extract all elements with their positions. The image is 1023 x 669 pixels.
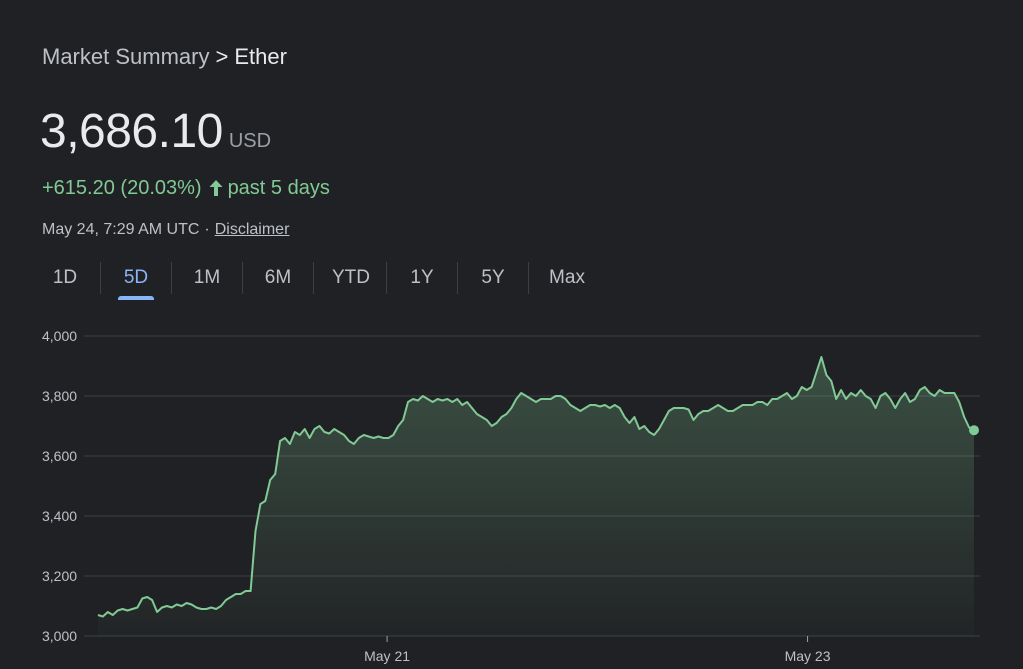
price-row: 3,686.10 USD (40, 106, 271, 158)
timestamp: May 24, 7:29 AM UTC (42, 221, 200, 238)
y-tick-label: 3,600 (42, 448, 77, 464)
breadcrumb-current: Ether (234, 44, 287, 69)
time-range-tabs: 1D 5D 1M 6M YTD 1Y 5Y Max (30, 258, 605, 298)
tab-divider (313, 262, 314, 294)
tab-5d[interactable]: 5D (101, 258, 171, 298)
current-price: 3,686.10 (40, 105, 223, 158)
price-change: +615.20 (20.03%) (42, 177, 202, 199)
change-period: past 5 days (227, 177, 330, 199)
tab-divider (171, 262, 172, 294)
tab-6m[interactable]: 6M (264, 267, 292, 288)
tab-max[interactable]: Max (549, 267, 585, 288)
tab-divider (386, 262, 387, 294)
price-line (97, 356, 975, 618)
last-price-marker (969, 425, 979, 436)
y-tick-label: 3,800 (42, 388, 77, 404)
arrow-up-icon (209, 180, 223, 196)
breadcrumb-market-summary-link[interactable]: Market Summary (42, 44, 210, 69)
tab-ytd[interactable]: YTD (332, 267, 370, 288)
price-currency: USD (228, 130, 272, 152)
meta-row: May 24, 7:29 AM UTC · Disclaimer (42, 220, 289, 240)
tab-divider (528, 262, 529, 294)
breadcrumb: Market Summary > Ether (42, 44, 287, 70)
tab-divider (457, 262, 458, 294)
y-tick-label: 3,400 (42, 508, 77, 524)
tab-1m[interactable]: 1M (193, 267, 221, 288)
y-tick-label: 3,000 (42, 628, 77, 644)
tab-1y[interactable]: 1Y (410, 267, 434, 288)
tab-1d[interactable]: 1D (52, 267, 78, 288)
price-area-fill (98, 357, 974, 636)
y-tick-label: 3,200 (42, 568, 77, 584)
meta-separator: · (204, 221, 210, 238)
disclaimer-link[interactable]: Disclaimer (214, 221, 290, 238)
x-tick-label: May 23 (785, 648, 831, 664)
price-change-row: +615.20 (20.03%) past 5 days (42, 176, 330, 200)
price-chart[interactable]: 3,000 3,200 3,400 3,600 3,800 4,000 May 21 May… (0, 318, 1023, 669)
tab-5y[interactable]: 5Y (481, 267, 505, 288)
breadcrumb-separator: > (215, 44, 229, 69)
x-tick-label: May 21 (364, 648, 410, 664)
y-tick-label: 4,000 (42, 328, 77, 344)
tab-divider (242, 262, 243, 294)
